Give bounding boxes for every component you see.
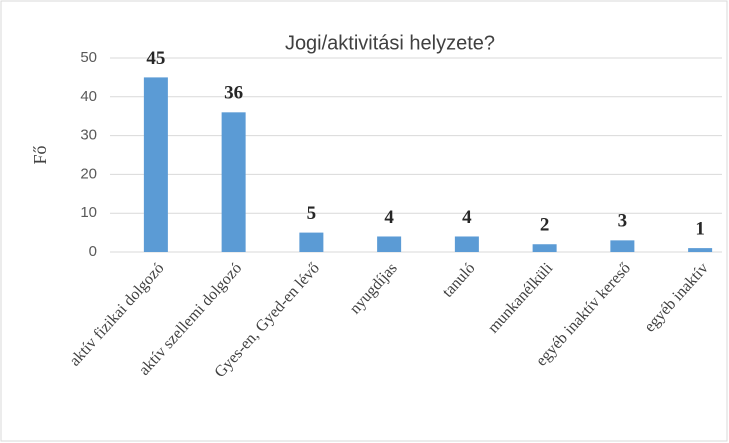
bar [610,240,635,252]
bar [377,236,402,252]
data-label: 2 [540,215,550,236]
y-axis-label: Fő [30,145,50,164]
chart-title: Jogi/aktivitási helyzete? [285,32,495,54]
data-label: 5 [307,203,317,224]
y-tick-label: 0 [89,243,97,260]
bar [688,248,713,252]
bar [221,112,246,252]
data-label: 45 [146,48,165,69]
data-label: 4 [384,207,394,228]
y-tick-label: 50 [80,49,97,66]
y-tick-label: 20 [80,165,97,182]
bar [454,236,479,252]
bar [532,244,557,252]
bar [143,77,168,253]
data-label: 3 [618,211,628,232]
data-label: 4 [462,207,472,228]
y-tick-label: 10 [80,204,97,221]
y-tick-label: 30 [80,127,97,144]
data-label: 1 [695,218,705,239]
y-tick-label: 40 [80,88,97,105]
bar [299,232,324,252]
data-label: 36 [224,83,243,104]
